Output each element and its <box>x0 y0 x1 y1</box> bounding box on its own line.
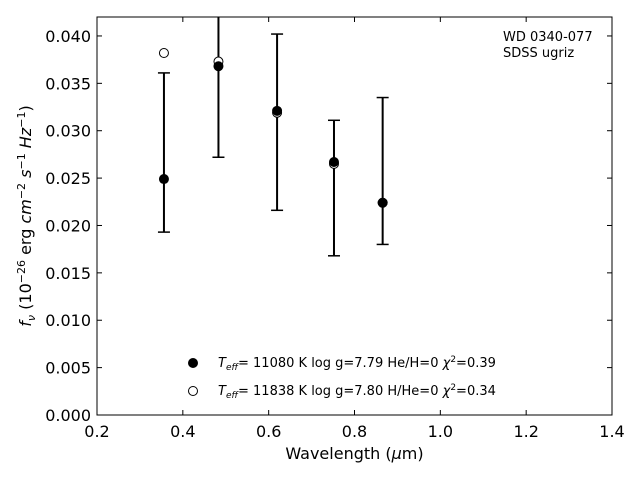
legend-marker-filled <box>188 358 198 368</box>
y-tick-label: 0.040 <box>45 27 91 46</box>
error-bars <box>157 17 389 257</box>
y-tick-label: 0.005 <box>45 359 91 378</box>
annotation-survey: SDSS ugriz <box>503 46 574 61</box>
y-tick-label: 0.015 <box>45 264 91 283</box>
plot-area <box>97 17 612 415</box>
legend-entry-1: Teff= 11080 K log g=7.79 He/H=0 χ2=0.39 <box>218 355 496 373</box>
model-point-filled <box>377 197 388 208</box>
y-tick-label: 0.035 <box>45 74 91 93</box>
legend: Teff= 11080 K log g=7.79 He/H=0 χ2=0.39 … <box>188 355 496 401</box>
annotation-object: WD 0340-077 <box>503 30 593 45</box>
svg-text:fν (10−26 erg cm−2 s−1 Hz−1): fν (10−26 erg cm−2 s−1 Hz−1) <box>15 105 38 326</box>
x-tick-label: 0.8 <box>342 422 367 441</box>
x-tick-label: 0.6 <box>256 422 281 441</box>
data-markers <box>158 48 388 208</box>
model-point-filled <box>158 174 169 185</box>
y-tick-label: 0.000 <box>45 406 91 425</box>
x-tick-label: 0.4 <box>170 422 195 441</box>
x-tick-label: 1.0 <box>428 422 453 441</box>
x-tick-label: 1.4 <box>599 422 624 441</box>
model-point-filled <box>328 156 339 167</box>
legend-marker-open <box>188 386 198 396</box>
legend-entry-2: Teff= 11838 K log g=7.80 H/He=0 χ2=0.34 <box>218 383 496 401</box>
model-point-filled <box>213 61 224 72</box>
x-tick-label: 0.2 <box>84 422 109 441</box>
y-tick-label: 0.030 <box>45 122 91 141</box>
model-point-open <box>158 48 169 59</box>
x-axis-ticks: 0.2 0.4 0.6 0.8 1.0 1.2 1.4 <box>84 17 625 441</box>
y-axis-ticks: 0.000 0.005 0.010 0.015 0.020 0.025 0.030 0.035… <box>45 27 612 425</box>
model-point-filled <box>272 105 283 116</box>
y-tick-label: 0.010 <box>45 311 91 330</box>
y-axis-label: fν (10−26 erg cm−2 s−1 Hz−1) <box>15 105 38 326</box>
y-tick-label: 0.025 <box>45 169 91 188</box>
x-tick-label: 1.2 <box>513 422 538 441</box>
y-tick-label: 0.020 <box>45 216 91 235</box>
x-axis-label: Wavelength (μm) <box>285 444 423 463</box>
